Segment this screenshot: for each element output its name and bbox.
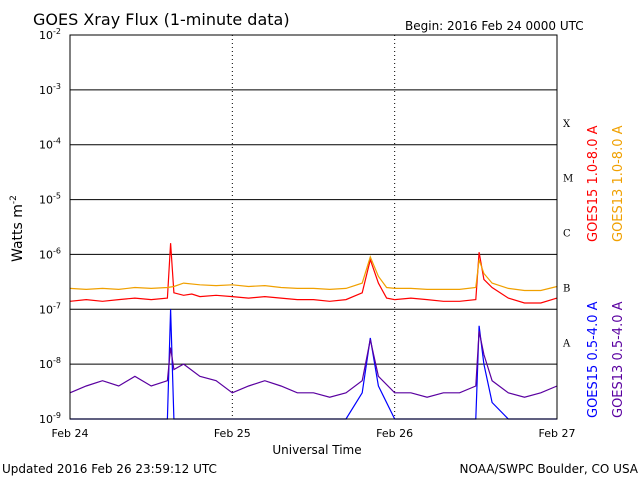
updated-time: Updated 2016 Feb 26 23:59:12 UTC xyxy=(2,462,217,476)
y-tick-label: 10-4 xyxy=(39,137,61,152)
y-tick-label: 10-2 xyxy=(39,27,61,42)
flare-class-label: M xyxy=(563,174,573,185)
series-line-2 xyxy=(69,255,558,292)
x-tick-label: Feb 26 xyxy=(376,427,413,440)
series-line-4 xyxy=(69,330,558,398)
y-tick-label: 10-3 xyxy=(39,82,61,97)
y-tick-label: 10-7 xyxy=(39,301,61,316)
grid xyxy=(70,34,557,420)
plot-frame xyxy=(69,34,558,420)
y-tick-labels: 10-9 10-8 10-7 10-6 10-5 10-4 10-3 10-2 xyxy=(39,27,61,426)
x-axis-label: Universal Time xyxy=(272,443,361,457)
chart-title: GOES Xray Flux (1-minute data) xyxy=(33,10,290,29)
y-tick-label: 10-9 xyxy=(39,411,61,426)
flare-class-labels: X M C B A xyxy=(562,119,573,349)
y-tick-label: 10-6 xyxy=(39,246,61,261)
x-tick-labels: Feb 24 Feb 25 Feb 26 Feb 27 xyxy=(52,427,576,440)
legend: GOES15 1.0-8.0 A GOES13 1.0-8.0 A GOES15 0… xyxy=(586,125,626,418)
legend-entry-2: GOES13 1.0-8.0 A xyxy=(611,125,626,242)
flare-class-label: A xyxy=(562,338,571,349)
legend-entry-3: GOES15 0.5-4.0 A xyxy=(586,301,601,418)
legend-entry-4: GOES13 0.5-4.0 A xyxy=(611,301,626,418)
x-tick-label: Feb 27 xyxy=(539,427,576,440)
flare-class-label: X xyxy=(563,119,571,130)
x-tick-label: Feb 24 xyxy=(52,427,89,440)
flare-class-label: B xyxy=(563,283,570,294)
credit: NOAA/SWPC Boulder, CO USA xyxy=(460,462,639,476)
begin-time: Begin: 2016 Feb 24 0000 UTC xyxy=(405,19,584,33)
flare-class-label: C xyxy=(563,229,571,240)
y-tick-label: 10-5 xyxy=(39,192,61,207)
legend-entry-1: GOES15 1.0-8.0 A xyxy=(586,125,601,242)
y-tick-label: 10-8 xyxy=(39,356,61,371)
y-axis-label: Watts m-2 xyxy=(9,195,26,262)
x-tick-label: Feb 25 xyxy=(214,427,251,440)
